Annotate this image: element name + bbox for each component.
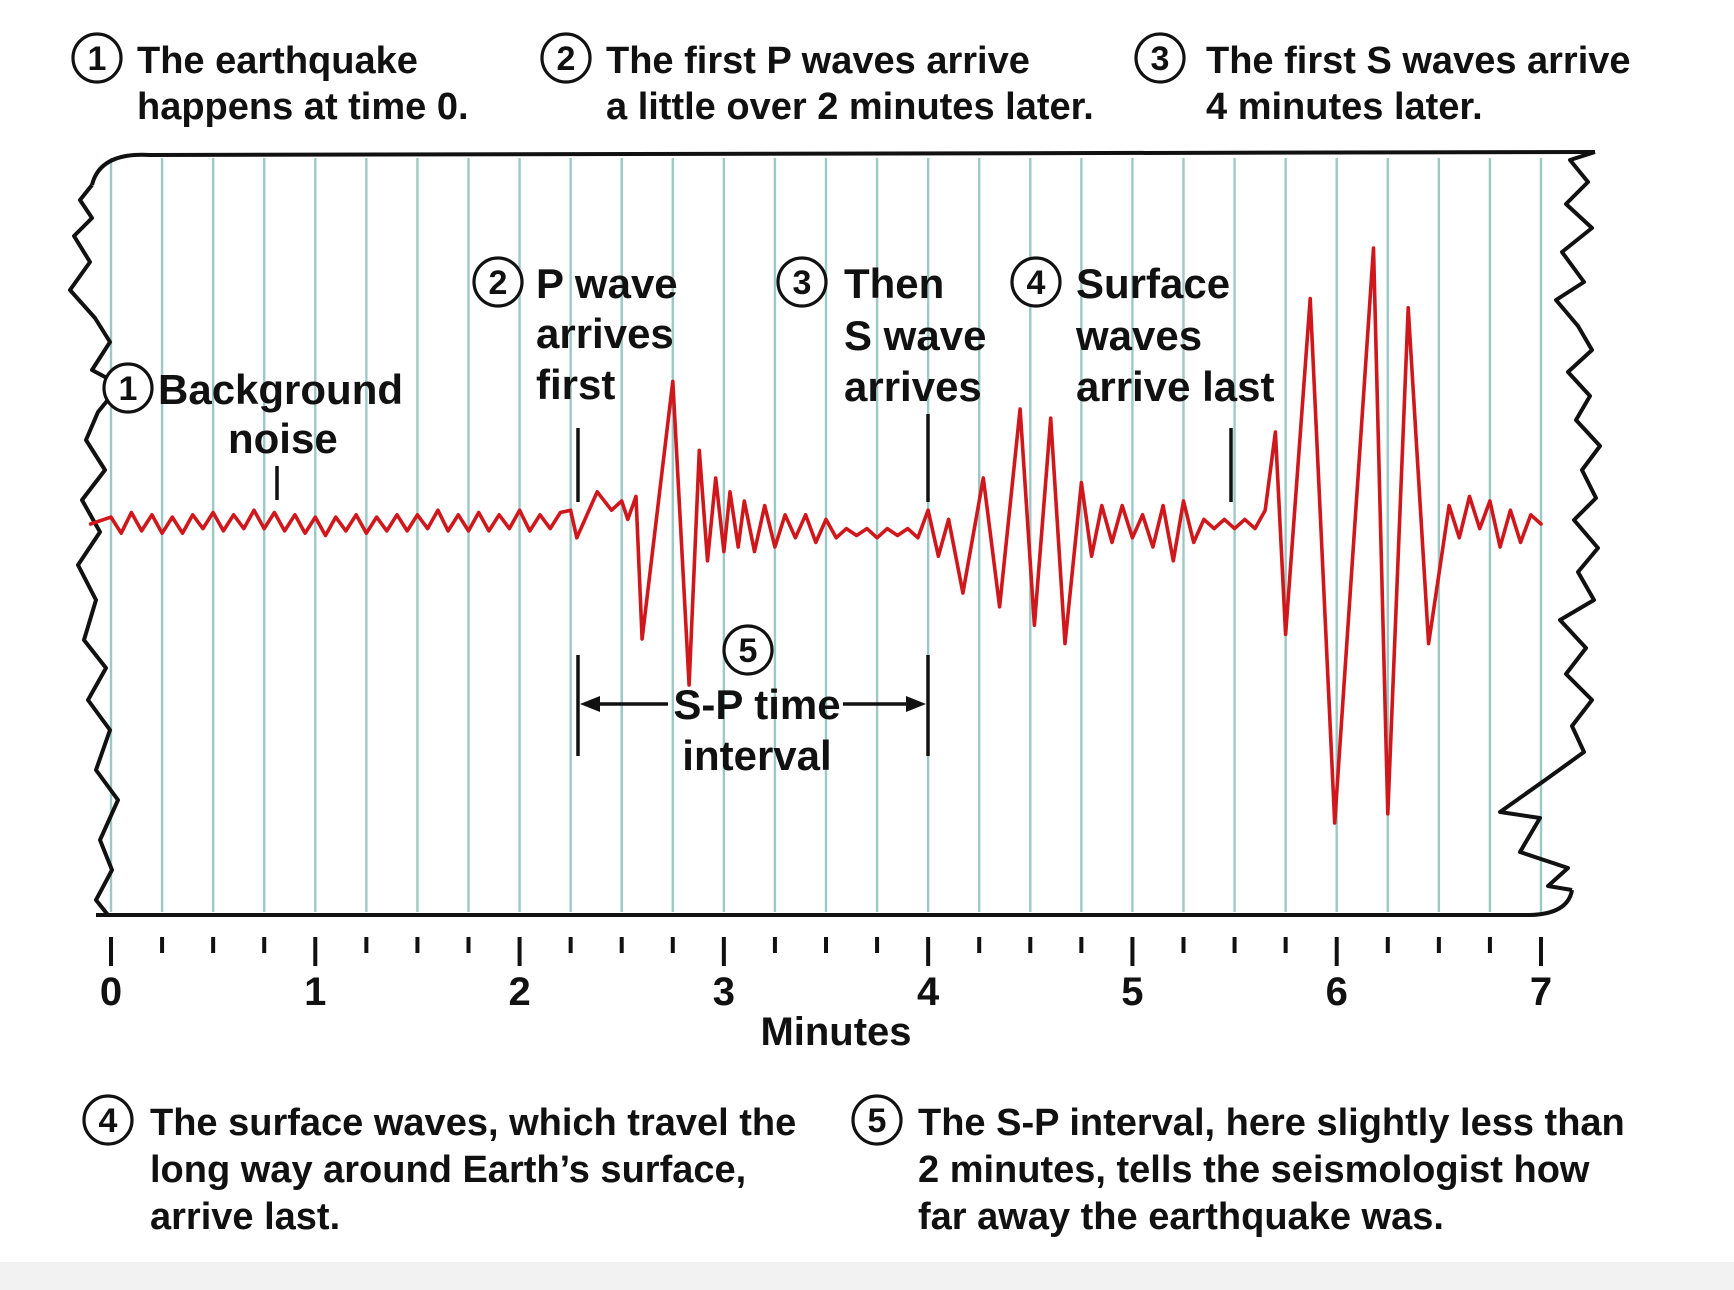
caption-line-1: The surface waves, which travel the xyxy=(150,1102,796,1144)
step-number: 2 xyxy=(557,40,576,78)
label-line-2: interval xyxy=(682,732,831,779)
label-line-2: S wave xyxy=(844,312,986,359)
label-background-noise: 1 Background noise xyxy=(102,362,403,500)
step-1-badge-icon xyxy=(102,362,154,414)
label-p-wave: 2 P wave arrives first xyxy=(472,256,678,502)
label-surface-waves: 4 Surface waves arrive last xyxy=(1010,256,1274,502)
tick-label: 4 xyxy=(917,970,940,1014)
caption-line-3: far away the earthquake was. xyxy=(918,1196,1444,1238)
tick-label: 6 xyxy=(1326,970,1348,1014)
torn-left-edge xyxy=(68,183,122,917)
step-number: 1 xyxy=(119,370,138,408)
axis-label: Minutes xyxy=(760,1010,911,1054)
step-2-badge-icon xyxy=(540,32,592,84)
label-line-1: P wave xyxy=(536,260,678,307)
caption-line-2: 4 minutes later. xyxy=(1206,86,1483,128)
paper-top-edge xyxy=(90,150,1596,186)
step-5-badge-icon xyxy=(722,624,774,676)
tick-label: 2 xyxy=(508,970,530,1014)
caption-line-1: The first P waves arrive xyxy=(606,40,1030,82)
step-number: 2 xyxy=(489,264,508,302)
tick-label: 5 xyxy=(1121,970,1143,1014)
step-number: 1 xyxy=(88,40,107,78)
step-number: 4 xyxy=(1027,264,1046,302)
caption-line-1: The earthquake xyxy=(137,40,418,82)
time-axis: 0 1 2 3 4 5 6 7 xyxy=(100,937,1552,1014)
torn-right-edge xyxy=(1498,150,1602,892)
step-2-badge-icon xyxy=(472,256,524,308)
caption-line-2: a little over 2 minutes later. xyxy=(606,86,1094,128)
step-1-badge-icon xyxy=(71,32,123,84)
bottom-fade-band xyxy=(0,1262,1734,1290)
label-line-3: arrive last xyxy=(1076,363,1274,410)
seismogram-trace xyxy=(88,246,1543,825)
caption-line-2: happens at time 0. xyxy=(137,86,469,128)
tick-label: 3 xyxy=(713,970,735,1014)
grid-lines xyxy=(109,158,1543,912)
step-4-badge-icon xyxy=(82,1094,134,1146)
caption-line-1: The first S waves arrive xyxy=(1206,40,1631,82)
caption-line-3: arrive last. xyxy=(150,1196,340,1238)
step-number: 5 xyxy=(739,632,758,670)
label-line-2: waves xyxy=(1075,312,1202,359)
label-line-3: first xyxy=(536,361,615,408)
step-4-badge-icon xyxy=(1010,256,1062,308)
label-s-wave: 3 Then S wave arrives xyxy=(776,256,986,502)
step-number: 3 xyxy=(1151,40,1170,78)
step-number: 4 xyxy=(99,1102,118,1140)
step-3-badge-icon xyxy=(776,256,828,308)
label-line-2: arrives xyxy=(536,310,674,357)
step-number: 5 xyxy=(868,1102,887,1140)
label-line-2: noise xyxy=(228,415,338,462)
top-caption-1: 1 The earthquake happens at time 0. xyxy=(71,32,469,128)
label-line-3: arrives xyxy=(844,363,982,410)
label-line-1: Surface xyxy=(1076,260,1230,307)
step-3-badge-icon xyxy=(1134,32,1186,84)
tick-label: 1 xyxy=(304,970,326,1014)
arrow-right-icon xyxy=(906,696,926,712)
label-line-1: Background xyxy=(158,366,403,413)
top-caption-3: 3 The first S waves arrive 4 minutes lat… xyxy=(1134,32,1631,128)
tick-label: 0 xyxy=(100,970,122,1014)
step-5-badge-icon xyxy=(851,1094,903,1146)
label-line-1: Then xyxy=(844,260,944,307)
bottom-caption-4: 4 The surface waves, which travel the lo… xyxy=(82,1094,796,1238)
caption-line-2: long way around Earth’s surface, xyxy=(150,1149,746,1191)
label-line-1: S-P time xyxy=(673,681,840,728)
paper-bottom-edge xyxy=(96,889,1574,917)
caption-line-2: 2 minutes, tells the seismologist how xyxy=(918,1149,1590,1191)
bottom-caption-5: 5 The S-P interval, here slightly less t… xyxy=(851,1094,1625,1238)
tick-label: 7 xyxy=(1530,970,1552,1014)
arrow-left-icon xyxy=(580,696,600,712)
step-number: 3 xyxy=(793,264,812,302)
sp-interval-marker: 5 S-P time interval xyxy=(576,624,930,779)
caption-line-1: The S-P interval, here slightly less tha… xyxy=(918,1102,1625,1144)
top-caption-2: 2 The first P waves arrive a little over… xyxy=(540,32,1094,128)
